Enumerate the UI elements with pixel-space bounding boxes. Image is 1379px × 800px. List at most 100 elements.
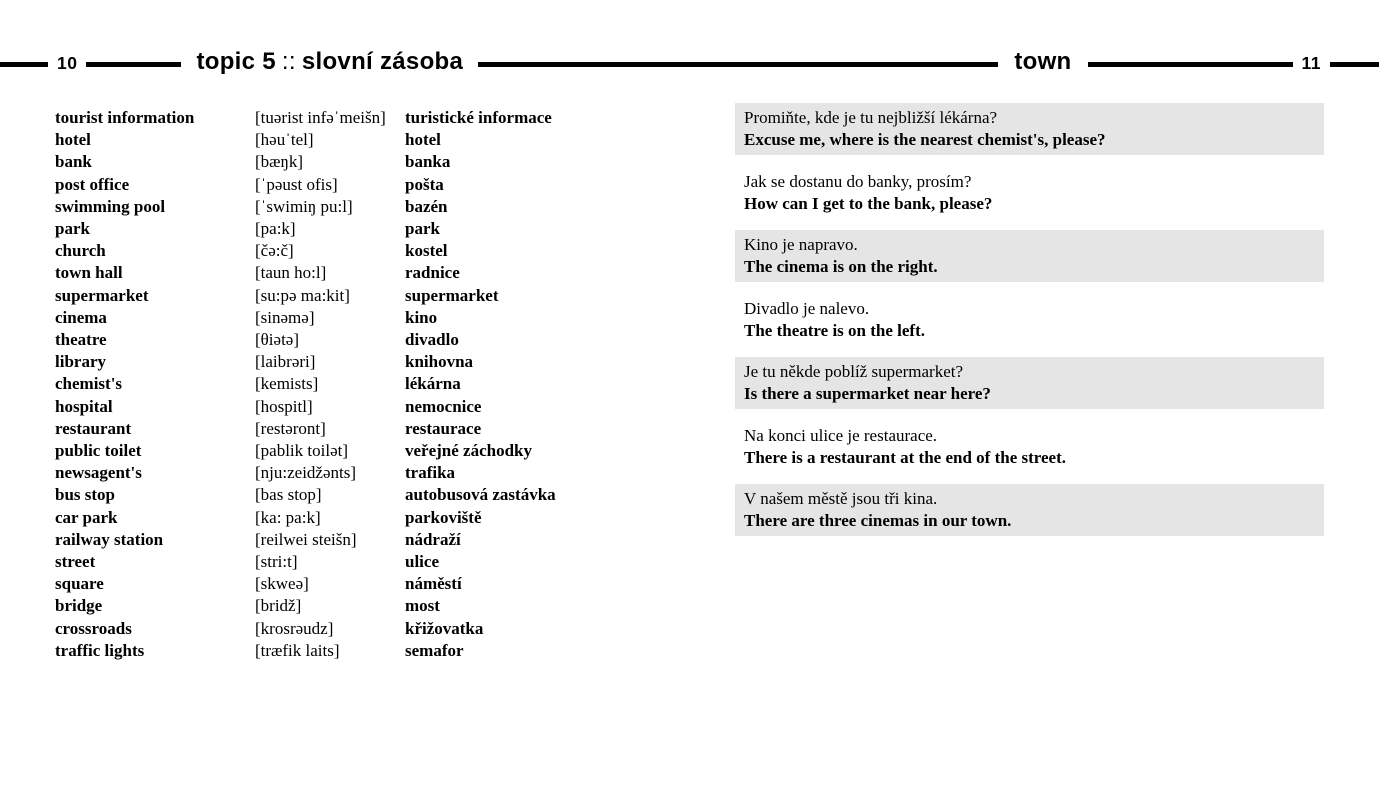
- vocab-phonetic-transcription: [bridž]: [255, 596, 302, 616]
- phrase-czech-sentence: Jak se dostanu do banky, prosím?: [744, 171, 972, 191]
- vocab-english-word: railway station: [55, 529, 164, 549]
- vocab-czech-translation: radnice: [405, 263, 460, 283]
- phrase-pair: Promiňte, kde je tu nejbližší lékárna? E…: [735, 103, 1324, 155]
- vocab-phonetic-transcription: [pa:k]: [255, 219, 296, 239]
- vocab-czech-translation: lékárna: [405, 374, 461, 394]
- vocab-phonetic-transcription: [kemists]: [255, 374, 319, 394]
- vocab-phonetic-transcription: [nju:zeidžənts]: [255, 463, 357, 483]
- header-rule-segment: [1330, 61, 1379, 67]
- vocab-english-word: hotel: [55, 130, 91, 150]
- vocab-phonetic-transcription: [bas stop]: [255, 485, 322, 505]
- vocab-czech-translation: bazén: [405, 196, 448, 216]
- vocab-czech-translation: kostel: [405, 241, 448, 261]
- vocab-czech-translation: nádraží: [405, 529, 461, 549]
- header-rule-segment: [1087, 61, 1293, 67]
- vocab-phonetic-transcription: [pablik toilət]: [255, 441, 349, 461]
- vocab-czech-translation: knihovna: [405, 352, 474, 372]
- right-page-number: 11: [1301, 52, 1321, 73]
- phrase-pair: V našem městě jsou tři kina. There are t…: [735, 484, 1324, 536]
- header-rule-segment: [86, 61, 182, 67]
- phrase-list: Promiňte, kde je tu nejbližší lékárna? E…: [735, 103, 1324, 548]
- vocab-czech-translation: banka: [405, 152, 451, 172]
- vocab-czech-translation: náměstí: [405, 574, 462, 594]
- vocab-phonetic-transcription: [bæŋk]: [255, 152, 304, 172]
- section-title: town: [1014, 48, 1072, 75]
- vocab-czech-translation: park: [405, 219, 440, 239]
- vocab-czech-translation: křižovatka: [405, 618, 484, 638]
- topic-name: slovní zásoba: [301, 48, 464, 75]
- vocab-english-word: theatre: [55, 330, 107, 350]
- vocab-english-word: church: [55, 241, 106, 261]
- phrase-czech-sentence: V našem městě jsou tři kina.: [744, 489, 938, 508]
- vocab-czech-translation: kino: [405, 307, 438, 327]
- vocabulary-table: tourist information [tuərist infəˈmeišn]…: [55, 107, 556, 662]
- phrase-czech-sentence: Na konci ulice je restaurace.: [744, 425, 938, 445]
- vocab-english-word: car park: [55, 507, 118, 527]
- vocab-czech-translation: ulice: [405, 552, 439, 572]
- vocab-phonetic-transcription: [reilwei steišn]: [255, 529, 357, 549]
- phrase-pair: Divadlo je nalevo. The theatre is on the…: [735, 294, 1324, 346]
- vocab-english-word: tourist information: [55, 108, 195, 127]
- vocab-english-word: cinema: [55, 307, 107, 327]
- vocab-english-word: restaurant: [55, 418, 132, 438]
- phrase-czech-sentence: Promiňte, kde je tu nejbližší lékárna?: [744, 108, 998, 127]
- vocab-phonetic-transcription: [ka: pa:k]: [255, 507, 321, 527]
- vocab-phonetic-transcription: [taun ho:l]: [255, 263, 327, 283]
- vocab-phonetic-transcription: [restəront]: [255, 418, 326, 438]
- phrase-english-sentence: How can I get to the bank, please?: [744, 193, 993, 213]
- page-header: 10 topic 5:: slovní zásoba town 11: [0, 40, 1379, 88]
- vocab-english-word: park: [55, 219, 90, 239]
- phrase-pair: Je tu někde poblíž supermarket? Is there…: [735, 357, 1324, 409]
- vocab-phonetic-transcription: [laibrəri]: [255, 352, 316, 372]
- vocab-phonetic-transcription: [tuərist infəˈmeišn]: [255, 108, 386, 127]
- vocab-phonetic-transcription: [sinəmə]: [255, 307, 315, 327]
- topic-label: topic 5: [196, 48, 276, 75]
- vocab-english-word: newsagent's: [55, 463, 142, 483]
- left-page-number: 10: [57, 52, 78, 73]
- vocab-english-word: supermarket: [55, 285, 149, 305]
- vocab-phonetic-transcription: [hospitl]: [255, 396, 313, 416]
- vocab-english-word: hospital: [55, 396, 113, 416]
- phrase-pair: Jak se dostanu do banky, prosím? How can…: [735, 167, 1324, 219]
- vocab-phonetic-transcription: [stri:t]: [255, 552, 298, 572]
- vocab-english-word: crossroads: [55, 618, 132, 638]
- vocab-english-word: library: [55, 352, 106, 372]
- header-rule-segment: [478, 61, 999, 67]
- vocab-czech-translation: semafor: [405, 640, 464, 660]
- vocab-phonetic-transcription: [træfik laits]: [255, 640, 340, 660]
- phrase-english-sentence: Excuse me, where is the nearest chemist'…: [744, 130, 1106, 149]
- vocab-phonetic-transcription: [ˈpəust ofis]: [255, 174, 338, 194]
- vocab-czech-translation: autobusová zastávka: [405, 485, 556, 505]
- phrase-czech-sentence: Divadlo je nalevo.: [744, 298, 870, 318]
- phrase-english-sentence: The theatre is on the left.: [744, 320, 925, 340]
- vocab-czech-translation: most: [405, 596, 440, 616]
- vocab-phonetic-transcription: [θiətə]: [255, 330, 300, 350]
- vocab-czech-translation: pošta: [405, 174, 444, 194]
- vocab-english-word: bank: [55, 152, 92, 172]
- vocab-english-word: square: [55, 574, 104, 594]
- vocab-czech-translation: hotel: [405, 130, 441, 150]
- vocab-czech-translation: turistické informace: [405, 108, 552, 127]
- phrase-czech-sentence: Je tu někde poblíž supermarket?: [744, 362, 964, 381]
- vocab-english-word: chemist's: [55, 374, 123, 394]
- vocab-english-word: street: [55, 552, 96, 572]
- phrase-czech-sentence: Kino je napravo.: [744, 235, 858, 254]
- vocab-phonetic-transcription: [krosrəudz]: [255, 618, 334, 638]
- vocab-phonetic-transcription: [su:pə ma:kit]: [255, 285, 350, 305]
- vocab-czech-translation: supermarket: [405, 285, 499, 305]
- vocab-english-word: post office: [55, 174, 130, 194]
- vocab-english-word: bus stop: [55, 485, 116, 505]
- vocab-phonetic-transcription: [ˈswimiŋ pu:l]: [255, 196, 353, 216]
- header-rule-segment: [0, 61, 48, 67]
- vocab-czech-translation: nemocnice: [405, 396, 482, 416]
- phrase-english-sentence: Is there a supermarket near here?: [744, 384, 991, 403]
- vocab-phonetic-transcription: [skweə]: [255, 574, 309, 594]
- vocab-czech-translation: divadlo: [405, 330, 459, 350]
- vocab-english-word: swimming pool: [55, 196, 166, 216]
- phrase-english-sentence: The cinema is on the right.: [744, 257, 938, 276]
- vocab-english-word: traffic lights: [55, 640, 145, 660]
- vocab-czech-translation: restaurace: [405, 418, 482, 438]
- vocab-phonetic-transcription: [čə:č]: [255, 241, 294, 261]
- vocab-english-word: public toilet: [55, 441, 142, 461]
- phrase-english-sentence: There is a restaurant at the end of the …: [744, 447, 1067, 467]
